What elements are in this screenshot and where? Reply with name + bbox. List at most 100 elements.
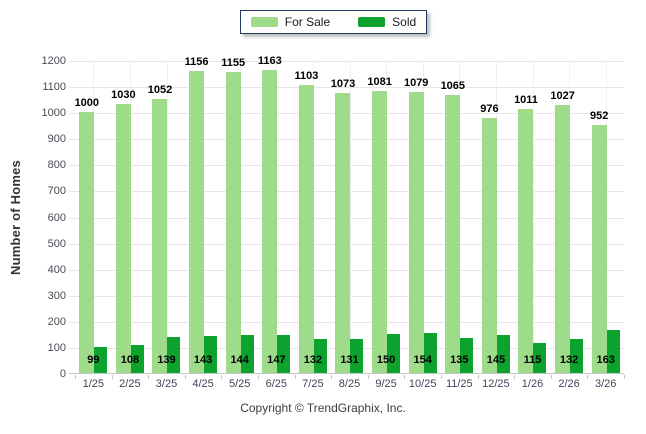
chart-column: 1079 154: [404, 61, 441, 374]
for-sale-bar: [152, 98, 168, 373]
sold-bar: [460, 337, 474, 373]
chart-column: 1027 132: [550, 61, 588, 374]
chart-column: 1073 131: [331, 61, 368, 374]
sold-value-label: 163: [596, 354, 615, 366]
x-tick-label: 7/25: [302, 378, 324, 390]
y-tick-label: 1000: [41, 107, 66, 120]
chart-column: 1081 150: [367, 61, 405, 374]
for-sale-value-label: 952: [590, 109, 609, 122]
x-tick-label: 2/25: [119, 378, 141, 390]
x-axis-line: [69, 373, 624, 374]
y-tick-label: 300: [47, 289, 66, 302]
for-sale-value-label: 1011: [514, 94, 538, 107]
chart-column: 976 145: [478, 61, 515, 374]
legend: For Sale Sold: [240, 10, 427, 34]
for-sale-bar: [591, 124, 607, 373]
sold-bar: [94, 347, 108, 373]
sold-bar: [240, 335, 254, 373]
x-tick-label: 9/25: [375, 378, 397, 390]
chart-column: 952 163: [587, 61, 624, 374]
chart-column: 1052 139: [148, 61, 185, 374]
sold-bar: [423, 332, 437, 373]
x-tick-mark: [148, 375, 150, 379]
x-tick-label: 12/25: [482, 378, 510, 390]
y-tick-label: 900: [47, 133, 66, 146]
legend-item-sold: Sold: [358, 15, 416, 29]
sold-bar: [167, 336, 181, 373]
chart-column: 1155 144: [221, 57, 258, 374]
for-sale-value-label: 1073: [330, 78, 356, 91]
sold-value-label: 115: [523, 354, 542, 366]
sold-value-label: 143: [193, 354, 213, 366]
x-tick-mark: [477, 375, 479, 379]
chart-column: 1011 115: [514, 61, 551, 374]
y-tick-label: 0: [59, 368, 66, 380]
chart-column: 1000 99: [75, 61, 112, 374]
y-tick-label: 800: [47, 159, 66, 172]
y-axis: 0 100 200 300 400 500 600 700 800 900 1000 1100 1200: [0, 55, 68, 380]
chart-column: 1163 147: [258, 55, 295, 374]
for-sale-swatch-icon: [250, 17, 278, 27]
sold-value-label: 150: [376, 354, 396, 366]
x-tick-label: 5/25: [228, 378, 251, 390]
sold-bar: [277, 334, 291, 373]
sold-value-label: 147: [267, 354, 286, 366]
legend-item-for-sale: For Sale: [250, 15, 331, 29]
x-tick-label: 1/25: [82, 378, 105, 390]
x-tick-label: 10/25: [408, 378, 437, 390]
for-sale-value-label: 1079: [403, 76, 429, 89]
x-tick-mark: [404, 375, 406, 379]
for-sale-bar: [335, 93, 351, 373]
sold-value-label: 144: [230, 354, 249, 366]
sold-value-label: 108: [120, 354, 140, 366]
sold-bar: [387, 333, 401, 373]
y-tick-label: 600: [47, 211, 66, 224]
chart-column: 1030 108: [111, 61, 149, 374]
for-sale-bar: [518, 109, 534, 373]
legend-label-for-sale: For Sale: [284, 15, 331, 29]
chart-column: 1065 135: [441, 61, 478, 374]
x-axis: 1/25 2/25 3/25 4/25 5/25 6/25 7/25 8/25 9/25 10/2…: [75, 378, 624, 392]
sold-bar: [606, 330, 620, 373]
for-sale-value-label: 1000: [74, 97, 100, 110]
for-sale-value-label: 1052: [147, 83, 173, 96]
h-gridline: [69, 87, 624, 89]
x-tick-label: 11/25: [445, 378, 473, 390]
for-sale-bar: [225, 71, 241, 373]
plot-area: 1000 99 1030 108 1052 139 1156 143 1155 144 1163 14…: [69, 55, 625, 379]
x-tick-mark: [294, 375, 296, 379]
sold-value-label: 99: [87, 354, 100, 366]
x-tick-label: 4/25: [192, 378, 214, 390]
for-sale-value-label: 1030: [111, 89, 136, 102]
for-sale-value-label: 1156: [184, 56, 209, 69]
sold-swatch-icon: [358, 17, 386, 27]
x-tick-label: 3/26: [594, 378, 617, 390]
y-tick-label: 1100: [42, 81, 66, 94]
x-tick-mark: [184, 375, 186, 379]
y-tick-label: 1200: [41, 55, 66, 67]
for-sale-bar: [298, 85, 314, 373]
x-tick-label: 8/25: [338, 378, 361, 390]
sold-bar: [496, 335, 510, 373]
sold-value-label: 145: [486, 354, 506, 366]
y-tick-label: 200: [47, 315, 66, 328]
x-tick-mark: [221, 375, 223, 379]
sold-value-label: 139: [157, 354, 176, 366]
sold-bar: [130, 344, 144, 373]
for-sale-value-label: 1103: [294, 70, 319, 83]
sold-value-label: 132: [559, 354, 579, 366]
for-sale-bar: [189, 71, 205, 373]
sold-value-label: 132: [303, 354, 323, 366]
x-tick-label: 2/26: [558, 378, 580, 390]
chart-column: 1103 132: [294, 61, 332, 374]
for-sale-bar: [372, 91, 388, 373]
legend-label-sold: Sold: [392, 15, 417, 29]
y-tick-label: 100: [47, 341, 66, 354]
for-sale-bar: [262, 69, 278, 373]
for-sale-bar: [408, 91, 424, 373]
sold-value-label: 131: [340, 354, 359, 366]
x-tick-mark: [624, 375, 625, 379]
h-gridline: [69, 61, 624, 62]
for-sale-value-label: 976: [480, 103, 499, 116]
